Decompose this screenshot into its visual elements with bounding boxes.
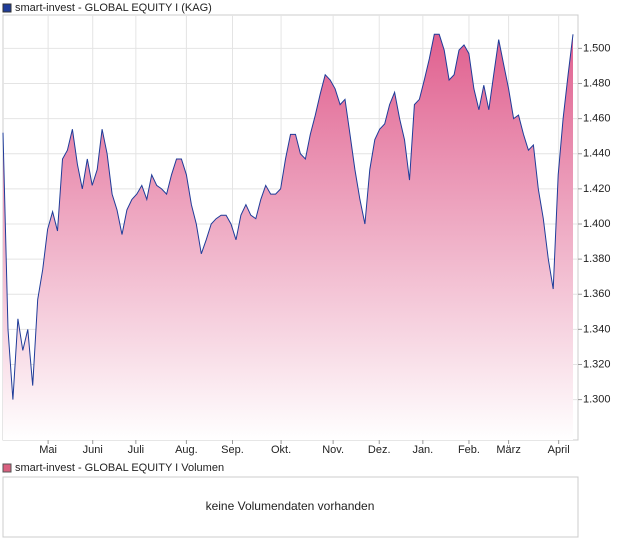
y-tick-label: 1.500 (583, 42, 611, 54)
legend-label: smart-invest - GLOBAL EQUITY I (KAG) (15, 2, 212, 14)
y-tick-label: 1.340 (583, 323, 611, 335)
x-tick-label: März (496, 444, 520, 456)
x-tick-label: Juni (83, 444, 103, 456)
line (2, 33, 574, 400)
y-tick-label: 1.400 (583, 218, 611, 230)
y-tick-label: 1.420 (583, 183, 611, 195)
y-tick-label: 1.380 (583, 253, 611, 265)
y-tick-label: 1.360 (583, 288, 611, 300)
area (3, 34, 573, 441)
volume-message: keine Volumendaten vorhanden (206, 499, 375, 513)
x-tick-label: Juli (128, 444, 145, 456)
x-tick-label: April (548, 444, 570, 456)
y-tick-label: 1.320 (583, 358, 611, 370)
x-tick-label: Dez. (368, 444, 391, 456)
volume-legend: smart-invest - GLOBAL EQUITY I Volumen (15, 462, 224, 474)
x-tick-label: Okt. (271, 444, 291, 456)
x-tick-label: Mai (39, 444, 57, 456)
legend-swatch (2, 3, 12, 13)
y-tick-label: 1.480 (583, 77, 611, 89)
x-tick-label: Aug. (175, 444, 198, 456)
volume-area (2, 476, 579, 538)
volume-legend-swatch (2, 463, 12, 473)
x-tick-label: Nov. (322, 444, 344, 456)
y-tick-label: 1.440 (583, 148, 611, 160)
x-tick-label: Sep. (221, 444, 244, 456)
y-tick-label: 1.300 (583, 394, 611, 406)
x-tick-label: Feb. (458, 444, 480, 456)
x-tick-label: Jan. (412, 444, 433, 456)
y-tick-label: 1.460 (583, 113, 611, 125)
